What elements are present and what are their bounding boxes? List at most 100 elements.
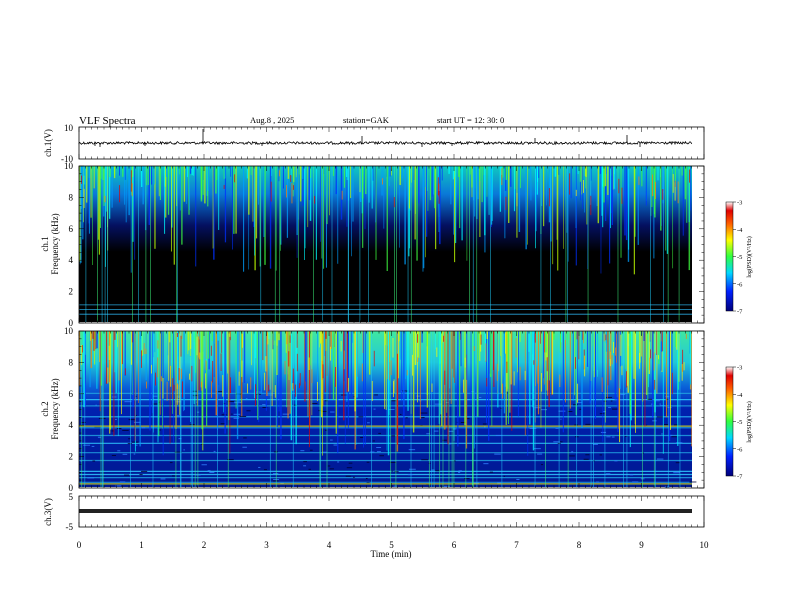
spectrogram-speckle <box>80 460 83 462</box>
colorbar-tick-label: -7 <box>737 474 743 481</box>
spectrogram-speckle <box>574 424 579 426</box>
spectrogram-speckle <box>263 469 267 471</box>
ch1-colorbar: -3 -4 -5 -6 -7 log(PSD)(V²/Hz) <box>725 200 753 316</box>
ch2-spectrogram-panel: 0 2 4 6 8 10 ch.2 Frequency (kHz) <box>40 326 705 493</box>
frequency-tick-label: 4 <box>69 420 74 430</box>
spectrogram-speckle <box>119 481 126 483</box>
spectrogram-speckle <box>605 396 613 398</box>
spectrogram-speckle <box>664 424 669 426</box>
spectrogram-speckle <box>177 415 182 417</box>
spectrogram-speckle <box>374 394 378 396</box>
spectrogram-speckle <box>209 471 215 473</box>
spectrogram-speckle <box>337 461 340 463</box>
spectrogram-speckle <box>300 450 305 452</box>
spectrogram-speckle <box>458 470 462 472</box>
ch1-ytick-top: 10 <box>64 123 74 133</box>
spectrogram-speckle <box>124 474 130 476</box>
ch1-ytick-bottom: -10 <box>61 154 73 164</box>
spectrogram-speckle <box>434 430 439 432</box>
spectrogram-speckle <box>91 445 95 447</box>
spectrogram-speckle <box>431 469 435 471</box>
ch1-colorbar-ticks: -3 -4 -5 -6 -7 <box>733 200 743 316</box>
spectrogram-speckle <box>497 482 502 484</box>
spectrogram-speckle <box>407 474 413 476</box>
ch2-colorbar-ticks: -3 -4 -5 -6 -7 <box>733 365 743 481</box>
spectrogram-speckle <box>122 429 129 431</box>
spectrogram-speckle <box>135 395 137 397</box>
spectrogram-speckle <box>141 470 148 472</box>
spectrogram-speckle <box>645 424 648 426</box>
spectrogram-speckle <box>282 413 290 415</box>
spectrogram-speckle <box>452 428 457 430</box>
spectrogram-speckle <box>312 403 318 405</box>
colorbar-tick-label: -5 <box>737 254 742 261</box>
spectrogram-speckle <box>671 436 677 438</box>
spectrogram-speckle <box>122 453 128 455</box>
spectrogram-speckle <box>611 436 615 438</box>
spectrogram-speckle <box>429 474 432 476</box>
spectrogram-speckle <box>207 470 211 472</box>
ch2-colorbar: -3 -4 -5 -6 -7 log(PSD)(V²/Hz) <box>725 365 753 481</box>
spectrogram-speckle <box>448 443 452 445</box>
frequency-tick-label: 6 <box>69 389 74 399</box>
spectrogram-speckle <box>389 462 397 464</box>
spectrogram-speckle <box>405 417 408 419</box>
spectrogram-speckle <box>320 410 327 412</box>
time-axis-labels: 0 1 2 3 4 5 6 7 8 9 10 <box>77 540 709 550</box>
time-axis-tick-label: 0 <box>77 540 82 550</box>
spectrogram-speckle <box>656 416 663 418</box>
time-axis-tick-label: 1 <box>139 540 144 550</box>
spectrogram-speckle <box>555 427 559 429</box>
spectrogram-speckle <box>367 422 370 424</box>
spectrogram-speckle <box>408 468 416 470</box>
spectrogram-speckle <box>330 439 333 441</box>
time-axis-tick-label: 3 <box>264 540 269 550</box>
station-label: station=GAK <box>343 115 390 125</box>
ch1-spectrogram-yaxis: 0 2 4 6 8 10 <box>64 161 704 328</box>
start-ut-label: start UT = 12: 30: 0 <box>437 115 504 125</box>
spectrogram-speckle <box>421 417 425 419</box>
spectrogram-speckle <box>370 451 375 453</box>
spectrogram-speckle <box>533 407 541 409</box>
spectrogram-speckle <box>115 485 122 487</box>
spectrogram-speckle <box>245 398 248 400</box>
spectrogram-speckle <box>563 405 569 407</box>
chart-title: VLF Spectra <box>79 115 136 127</box>
spectrogram-speckle <box>324 400 328 402</box>
spectrogram-speckle <box>399 413 402 415</box>
spectrogram-speckle <box>330 411 335 413</box>
spectrogram-speckle <box>139 474 143 476</box>
spectrogram-speckle <box>445 402 450 404</box>
frequency-tick-label: 8 <box>69 192 74 202</box>
spectrogram-speckle <box>394 471 399 473</box>
spectrogram-speckle <box>128 438 131 440</box>
spectrogram-speckle <box>664 486 670 488</box>
spectrogram-speckle <box>353 396 355 398</box>
spectrogram-speckle <box>583 458 589 460</box>
time-axis-tick-label: 4 <box>327 540 332 550</box>
time-axis-tick-label: 2 <box>202 540 207 550</box>
spectrogram-speckle <box>599 454 603 456</box>
spectrogram-speckle <box>262 406 268 408</box>
ch3-waveform-ylabel: ch.3(V) <box>43 498 53 526</box>
spectrogram-speckle <box>420 412 428 414</box>
spectrogram-speckle <box>573 404 578 406</box>
spectrogram-speckle <box>673 472 681 474</box>
spectrogram-speckle <box>102 399 108 401</box>
spectrogram-speckle <box>689 481 697 483</box>
spectrogram-speckle <box>443 485 450 487</box>
spectrogram-speckle <box>327 465 331 467</box>
time-axis-tick-label: 6 <box>452 540 457 550</box>
spectrogram-speckle <box>391 400 397 402</box>
spectrogram-speckle <box>348 462 353 464</box>
frequency-tick-label: 0 <box>69 318 74 328</box>
spectrogram-speckle <box>673 424 679 426</box>
spectrogram-speckle <box>612 408 619 410</box>
time-axis-tick-label: 8 <box>577 540 582 550</box>
spectrogram-speckle <box>585 454 590 456</box>
spectrogram-speckle <box>117 450 121 452</box>
spectrogram-speckle <box>494 453 501 455</box>
spectrogram-speckle <box>135 444 138 446</box>
spectrogram-speckle <box>100 427 104 429</box>
